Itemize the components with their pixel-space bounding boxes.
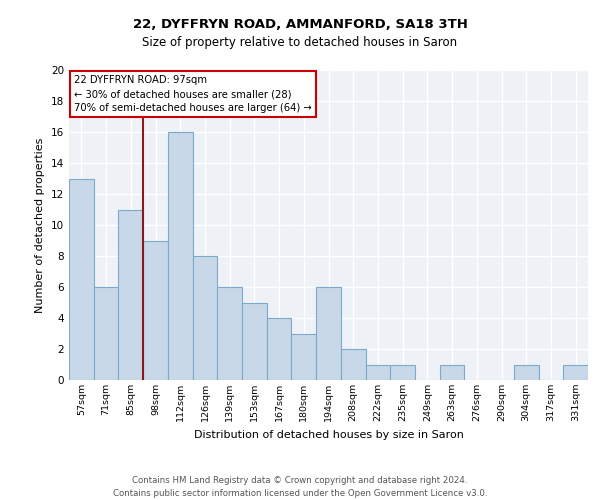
Bar (341, 349, 365, 380)
Bar (316, 287, 341, 380)
X-axis label: Distribution of detached houses by size in Saron: Distribution of detached houses by size … (194, 430, 463, 440)
Bar (365, 364, 390, 380)
Bar (193, 256, 217, 380)
Bar (267, 318, 292, 380)
Bar (292, 334, 316, 380)
Bar (563, 364, 588, 380)
Bar (168, 132, 193, 380)
Bar (242, 302, 267, 380)
Bar (440, 364, 464, 380)
Text: Contains HM Land Registry data © Crown copyright and database right 2024.
Contai: Contains HM Land Registry data © Crown c… (113, 476, 487, 498)
Text: Size of property relative to detached houses in Saron: Size of property relative to detached ho… (142, 36, 458, 49)
Bar (143, 240, 168, 380)
Bar (514, 364, 539, 380)
Bar (69, 178, 94, 380)
Bar (217, 287, 242, 380)
Y-axis label: Number of detached properties: Number of detached properties (35, 138, 46, 312)
Bar (118, 210, 143, 380)
Text: 22 DYFFRYN ROAD: 97sqm
← 30% of detached houses are smaller (28)
70% of semi-det: 22 DYFFRYN ROAD: 97sqm ← 30% of detached… (74, 74, 312, 114)
Bar (390, 364, 415, 380)
Bar (94, 287, 118, 380)
Text: 22, DYFFRYN ROAD, AMMANFORD, SA18 3TH: 22, DYFFRYN ROAD, AMMANFORD, SA18 3TH (133, 18, 467, 30)
